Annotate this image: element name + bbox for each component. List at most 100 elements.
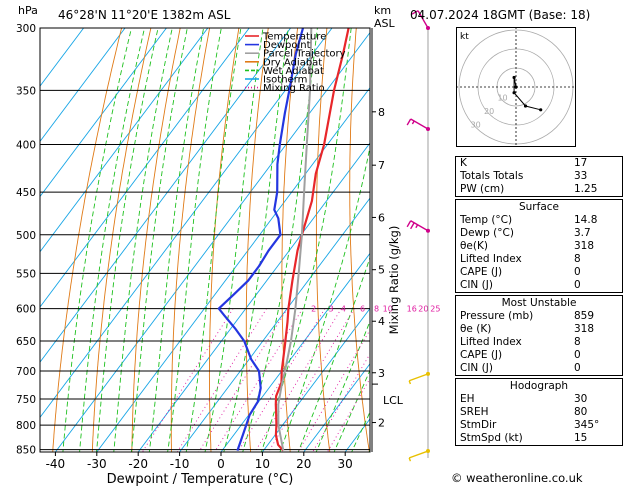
series-dewpoint-line (217, 28, 305, 451)
km-tick-label: 3 (378, 367, 385, 380)
stat-row: K 17 (456, 157, 622, 170)
hodograph-point (514, 85, 518, 89)
x-tick-label: 20 (296, 457, 311, 471)
stat-row: Lifted Index 8 (456, 336, 622, 349)
stat-label: SREH (460, 406, 489, 418)
pressure-tick-label: 450 (16, 187, 36, 199)
wind-barb-dot (426, 371, 430, 376)
stat-label: θe(K) (460, 240, 488, 252)
dry-adiabat-line (245, 28, 269, 452)
lcl-label: LCL (383, 394, 404, 407)
km-tick-label: 5 (378, 264, 385, 277)
km-tick-label: 8 (378, 106, 385, 119)
isotherm-line (303, 362, 370, 452)
pressure-tick-label: 550 (16, 268, 36, 280)
pressure-tick-label: 650 (16, 336, 36, 348)
stat-row: Totals Totals 33 (456, 170, 622, 183)
pressure-tick-label: 750 (16, 394, 36, 406)
stat-label: PW (cm) (460, 183, 505, 195)
isotherm-line (220, 252, 370, 452)
wind-barb-dot (426, 126, 430, 131)
stat-label: CIN (J) (460, 279, 493, 291)
hodograph-ring-label: 10 (497, 93, 507, 102)
dry-adiabat-line (52, 28, 123, 452)
legend-label: Isotherm (263, 75, 307, 86)
mixing-ratio-labels: 2 3 4 6 8 10 16 20 25 (311, 305, 440, 314)
footer-credit: © weatheronline.co.uk (451, 471, 583, 485)
isotherm-line (40, 28, 126, 143)
stat-label: Totals Totals (460, 170, 524, 182)
x-tick-label: -10 (170, 457, 190, 471)
most-unstable-block: Most Unstable Pressure (mb) 859 θe (K) 318 L… (455, 295, 623, 376)
stat-row: CIN (J) 0 (456, 362, 622, 375)
stat-label: K (460, 157, 467, 169)
hpa-label: hPa (18, 4, 38, 17)
dry-adiabat-line (281, 28, 299, 452)
wind-barb-flag (411, 120, 415, 125)
stat-row: Lifted Index 8 (456, 253, 622, 266)
stat-label: Temp (°C) (460, 214, 513, 226)
stat-label: θe (K) (460, 323, 492, 335)
mixing-ratio-axis-label: Mixing Ratio (g/kg) (387, 226, 401, 335)
stat-row: StmSpd (kt) 15 (456, 432, 622, 445)
stat-value: 8 (574, 336, 581, 348)
profile-curves (217, 28, 350, 452)
x-tick-label: 30 (338, 457, 353, 471)
x-tick-label: -40 (46, 457, 66, 471)
stability-panel: K 17 Totals Totals 33 PW (cm) 1.25 Surface Te… (455, 156, 623, 448)
stat-label: Lifted Index (460, 336, 522, 348)
stat-value: 318 (574, 323, 595, 335)
legend-label: Dewpoint (263, 40, 311, 51)
wind-barb-flag (410, 222, 415, 230)
wet-adiabat-line (96, 28, 159, 452)
stat-label: Dewp (°C) (460, 227, 514, 239)
stat-value: 0 (574, 349, 581, 361)
stat-label: CAPE (J) (460, 266, 503, 278)
indices-block: K 17 Totals Totals 33 PW (cm) 1.25 (455, 156, 623, 197)
mixing-ratio-label: 8 (374, 305, 379, 314)
wind-barb-flag (408, 380, 412, 385)
location-title: 46°28'N 11°20'E 1382m ASL (58, 8, 231, 22)
x-tick-label: 10 (255, 457, 270, 471)
stat-value: 8 (574, 253, 581, 265)
surface-block: Surface Temp (°C) 14.8 Dewp (°C) 3.7 θe(K) 31… (455, 199, 623, 293)
stat-value: 318 (574, 240, 595, 252)
wet-adiabat-line (223, 28, 289, 452)
x-axis-label: Dewpoint / Temperature (°C) (107, 472, 294, 486)
stat-label: Pressure (mb) (460, 310, 534, 322)
mixing-ratio-label: 10 (383, 305, 393, 314)
legend-label: Wet Adiabat (263, 66, 324, 77)
wet-adiabat-line (79, 28, 145, 452)
wind-barb-shaft (408, 450, 429, 459)
x-tick-label: -30 (87, 457, 107, 471)
legend-label: Parcel Trajectory (263, 49, 346, 60)
hodograph-block: Hodograph EH 30 SREH 80 StmDir 345° StmSpd (kt… (455, 378, 623, 446)
diagram-axes: 300350400450500550600650700750800850-40-… (16, 23, 404, 471)
dry-adiabat-line (208, 28, 240, 452)
stat-value: 80 (574, 406, 588, 418)
km-label: km (374, 4, 392, 17)
wind-barb-dot (426, 26, 430, 30)
km-tick-label: 6 (378, 211, 385, 224)
mixing-ratio-label: 6 (360, 305, 365, 314)
stat-row: Temp (°C) 14.8 (456, 214, 622, 227)
stat-label: EH (460, 393, 475, 405)
wet-adiabat-line (333, 369, 370, 452)
hodograph-ring-label: 30 (471, 120, 481, 129)
mixing-ratio-label: 16 (407, 305, 417, 314)
legend-label: Mixing Ratio (263, 83, 325, 94)
stat-value: 0 (574, 266, 581, 278)
hodograph-title: Hodograph (509, 380, 569, 392)
mixing-ratio-label: 20 (418, 305, 428, 314)
hodograph-ring-label: 20 (484, 107, 494, 116)
mixing-ratio-line (297, 329, 370, 452)
legend-label: Temperature (262, 32, 326, 43)
wind-barb-shaft (410, 118, 429, 130)
stat-value: 30 (574, 393, 588, 405)
dry-adiabat-line (91, 28, 152, 452)
mixing-ratio-line (326, 377, 370, 452)
series-temperature-line (274, 28, 350, 452)
